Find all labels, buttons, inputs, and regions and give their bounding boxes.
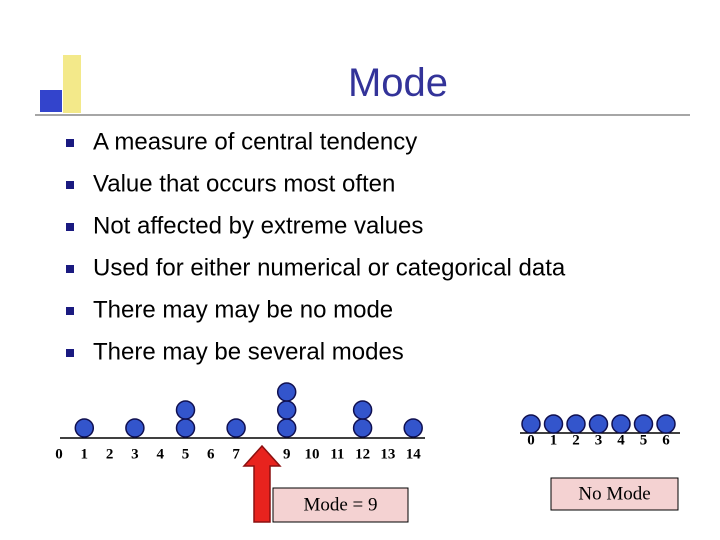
tick-label: 2	[572, 432, 580, 448]
tick-label: 2	[106, 446, 114, 462]
tick-label: 7	[232, 446, 240, 462]
tick-label: 0	[55, 446, 63, 462]
tick-label: 14	[406, 446, 422, 462]
data-dot	[543, 414, 564, 434]
tick-label: 11	[330, 446, 344, 462]
data-dot	[226, 418, 246, 438]
tick-label: 13	[380, 446, 395, 462]
data-dot	[175, 418, 196, 438]
data-dot	[175, 400, 196, 420]
tick-label: 3	[595, 432, 603, 448]
label-box	[550, 477, 679, 511]
bullet-marker	[66, 223, 74, 231]
tick-label: 5	[640, 432, 648, 448]
data-dot	[276, 400, 297, 420]
data-dot	[656, 414, 676, 434]
bullet-text: There may be several modes	[93, 338, 404, 365]
tick-label: 1	[550, 432, 558, 448]
label-box-text: No Mode	[578, 483, 650, 504]
tick-label: 6	[207, 446, 215, 462]
data-dot	[633, 414, 654, 434]
bullet-list: A measure of central tendency Value that …	[66, 128, 566, 365]
slide-title: Mode	[348, 61, 448, 105]
data-dot	[566, 414, 586, 434]
bullet-marker	[66, 307, 74, 315]
data-dot	[276, 382, 297, 402]
bullet-text: There may may be no mode	[93, 296, 393, 323]
tick-label: 10	[305, 446, 320, 462]
data-dot	[276, 418, 297, 438]
bullet-marker	[66, 265, 74, 273]
bullet-marker	[66, 181, 74, 189]
mode-arrow	[242, 444, 282, 523]
data-dot	[521, 414, 541, 434]
tick-label: 9	[283, 446, 291, 462]
bullet-marker	[66, 349, 74, 357]
data-dot	[352, 400, 373, 420]
data-dot	[74, 418, 95, 438]
tick-label: 1	[81, 446, 89, 462]
label-box	[272, 487, 409, 523]
data-dot	[588, 414, 609, 434]
tick-label: 6	[662, 432, 670, 448]
data-dot	[352, 418, 373, 438]
bullet-text: Not affected by extreme values	[93, 212, 423, 239]
bullet-text: A measure of central tendency	[93, 128, 417, 155]
data-dot	[611, 414, 631, 434]
data-dot	[403, 418, 423, 438]
bullet-marker	[66, 139, 74, 147]
label-box-text: Mode = 9	[303, 494, 377, 515]
tick-label: 12	[355, 446, 370, 462]
tick-label: 4	[617, 432, 625, 448]
tick-label: 5	[182, 446, 190, 462]
tick-label: 0	[527, 432, 535, 448]
data-dot	[125, 418, 145, 438]
decor-blue	[40, 90, 62, 112]
bullet-text: Value that occurs most often	[93, 170, 395, 197]
tick-label: 4	[156, 446, 164, 462]
bullet-text: Used for either numerical or categorical…	[93, 254, 566, 281]
decor-yellow	[63, 55, 81, 113]
tick-label: 3	[131, 446, 139, 462]
